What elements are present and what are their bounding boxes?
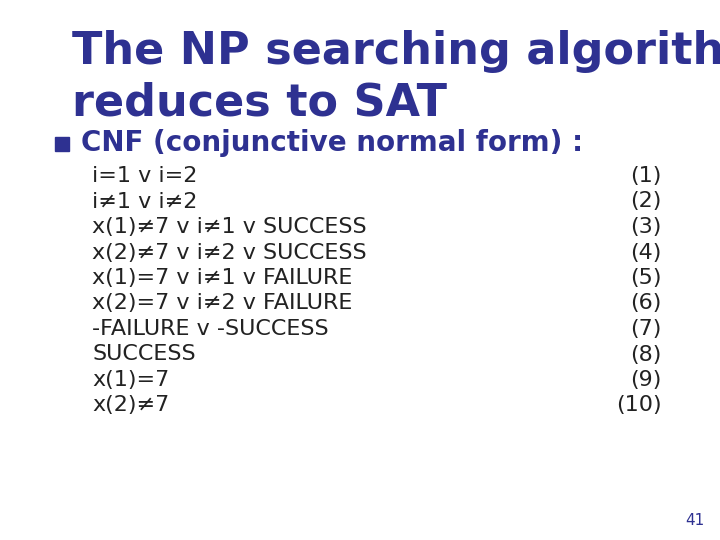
Text: x(1)=7 v i≠1 v FAILURE: x(1)=7 v i≠1 v FAILURE [92,268,352,288]
Text: i=1 v i=2: i=1 v i=2 [92,166,197,186]
Text: (7): (7) [631,319,662,339]
Text: (1): (1) [631,166,662,186]
Text: x(1)=7: x(1)=7 [92,370,169,390]
Text: x(2)=7 v i≠2 v FAILURE: x(2)=7 v i≠2 v FAILURE [92,294,352,314]
Text: (3): (3) [631,217,662,237]
Text: CNF (conjunctive normal form) :: CNF (conjunctive normal form) : [81,129,583,157]
Text: (5): (5) [631,268,662,288]
Text: (6): (6) [631,294,662,314]
Text: (2): (2) [631,192,662,212]
FancyBboxPatch shape [55,137,69,151]
Text: x(2)≠7: x(2)≠7 [92,395,169,415]
Text: -FAILURE v -SUCCESS: -FAILURE v -SUCCESS [92,319,328,339]
Text: 41: 41 [685,513,705,528]
Text: The NP searching algorithm: The NP searching algorithm [72,30,720,73]
Text: SUCCESS: SUCCESS [92,345,196,364]
Text: reduces to SAT: reduces to SAT [72,82,447,125]
Text: x(1)≠7 v i≠1 v SUCCESS: x(1)≠7 v i≠1 v SUCCESS [92,217,366,237]
Text: i≠1 v i≠2: i≠1 v i≠2 [92,192,197,212]
Text: (4): (4) [631,242,662,262]
Text: (9): (9) [631,370,662,390]
Text: (8): (8) [631,345,662,364]
Text: (10): (10) [616,395,662,415]
Text: x(2)≠7 v i≠2 v SUCCESS: x(2)≠7 v i≠2 v SUCCESS [92,242,366,262]
